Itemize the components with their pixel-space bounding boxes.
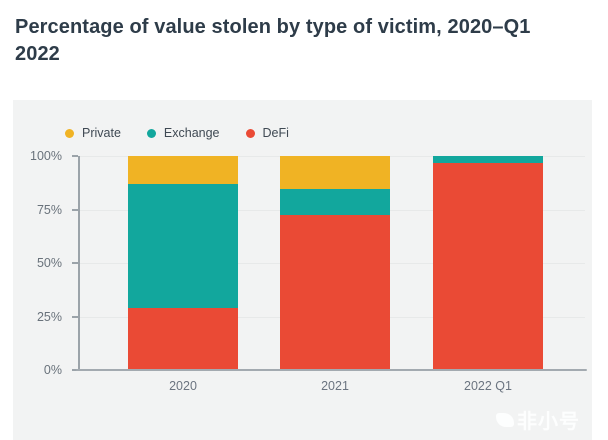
legend-item-defi[interactable]: DeFi	[245, 126, 289, 140]
bar-2020[interactable]	[128, 156, 238, 370]
legend-label-defi: DeFi	[262, 126, 289, 140]
bar-segment-private[interactable]	[128, 156, 238, 184]
bar-2022q1[interactable]	[433, 156, 543, 370]
watermark: 非小号	[496, 405, 580, 434]
page-title: Percentage of value stolen by type of vi…	[15, 16, 531, 65]
y-tick-label-25: 25%	[36, 309, 62, 324]
x-tick-label-2021: 2021	[321, 379, 349, 393]
legend-label-private: Private	[82, 126, 121, 140]
x-tick-label-2022q1: 2022 Q1	[464, 379, 512, 393]
y-tick-label-75: 75%	[36, 202, 62, 217]
y-axis-tick	[72, 262, 78, 264]
y-axis-tick	[72, 155, 78, 157]
legend-dot-exchange-icon	[146, 128, 156, 138]
watermark-logo-icon	[496, 412, 514, 427]
legend-item-exchange[interactable]: Exchange	[146, 126, 220, 140]
bar-segment-exchange[interactable]	[433, 156, 543, 164]
bar-2021[interactable]	[280, 156, 390, 370]
y-axis-line	[78, 156, 80, 370]
bar-segment-private[interactable]	[280, 156, 390, 190]
bar-segment-defi[interactable]	[433, 163, 543, 370]
y-axis-tick	[72, 208, 78, 211]
bar-segment-defi[interactable]	[280, 214, 390, 370]
chart-legend: Private Exchange DeFi	[65, 126, 289, 140]
legend-dot-defi-icon	[245, 128, 255, 138]
y-axis-tick	[72, 369, 78, 371]
chart-panel: Private Exchange DeFi 100% 75% 50% 25% 0…	[13, 100, 592, 440]
legend-label-exchange: Exchange	[163, 126, 220, 140]
legend-item-private[interactable]: Private	[65, 126, 121, 140]
legend-dot-private-icon	[65, 128, 74, 138]
y-tick-label-100: 100%	[30, 149, 62, 163]
y-axis-tick	[72, 315, 78, 318]
bar-segment-exchange[interactable]	[128, 183, 238, 308]
bar-segment-defi[interactable]	[128, 307, 238, 370]
y-tick-label-0: 0%	[43, 363, 62, 377]
watermark-text: 非小号	[517, 411, 580, 433]
bar-segment-exchange[interactable]	[280, 189, 390, 215]
x-tick-label-2020: 2020	[169, 379, 197, 393]
x-axis-line	[76, 369, 587, 371]
y-tick-label-50: 50%	[36, 256, 62, 270]
